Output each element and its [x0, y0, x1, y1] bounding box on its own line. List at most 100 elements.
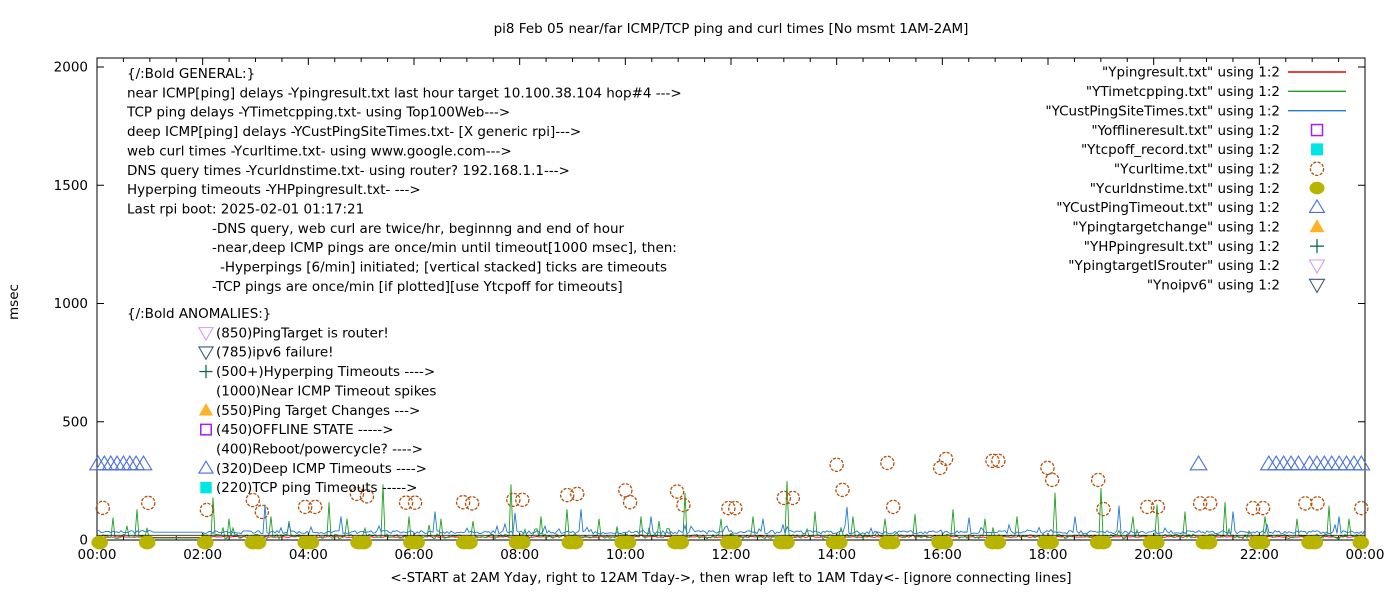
annotation-general-line: near ICMP[ping] delays -Ypingresult.txt … [127, 85, 682, 101]
legend-label: "Ypingresult.txt" using 1:2 [1102, 65, 1280, 81]
series-point-Ycurltime.txt [1298, 496, 1313, 511]
legend-label: "YCustPingTimeout.txt" using 1:2 [1056, 200, 1280, 216]
annotation-general-line: -Hyperpings [6/min] initiated; [vertical… [220, 260, 667, 276]
series-point-Ycurltime.txt [991, 453, 1006, 469]
y-tick-label: 500 [62, 414, 88, 430]
series-point-Ycurltime.txt [506, 492, 521, 508]
series-point-Ycurltime.txt [307, 499, 323, 515]
series-point-Ycurldnstime.txt [1253, 535, 1271, 550]
series-point-Ycurltime.txt [1255, 500, 1271, 516]
annotation-anomaly-marker [198, 403, 214, 416]
series-point-Ycurltime.txt [140, 495, 156, 511]
series-point-Ycurldnstime.txt [1095, 535, 1112, 550]
x-tick-label: 06:00 [395, 547, 434, 563]
legend-label: "Yofflineresult.txt" using 1:2 [1091, 123, 1280, 139]
legend-marker [1310, 123, 1324, 137]
series-point-Ycurltime.txt [785, 490, 801, 506]
plot-generated-content: 00:00 02:00 04:00 06:00 08:00 10:00 12:00 14:00… [54, 57, 1384, 563]
legend-label: "YCustPingSiteTimes.txt" using 1:2 [1045, 103, 1280, 119]
series-point-Ycurltime.txt [669, 484, 685, 499]
annotation-general-line: -near,deep ICMP pings are once/min until… [212, 240, 677, 256]
series-point-Ycurltime.txt [455, 494, 471, 510]
series-point-Ycurltime.txt [464, 496, 480, 511]
series-point-Ycurldnstime.txt [566, 535, 584, 550]
series-point-Ycurldnstime.txt [619, 535, 637, 550]
series-point-Ycurldnstime.txt [1148, 535, 1165, 550]
series-point-Ycurltime.txt [297, 499, 313, 515]
y-tick-label: 2000 [54, 60, 88, 76]
legend-label: "YpingtargetISrouter" using 1:2 [1068, 258, 1280, 274]
series-point-Ycurldnstime.txt [831, 535, 848, 550]
x-tick-label: 04:00 [289, 547, 328, 563]
x-tick-label: 02:00 [183, 547, 222, 563]
series-point-Ycurltime.txt [1090, 472, 1106, 488]
x-tick-label: 00:00 [78, 547, 117, 563]
series-point-Ycurltime.txt [829, 457, 844, 473]
series-point-Ycurldnstime.txt [302, 535, 320, 550]
legend-marker [1309, 161, 1325, 176]
series-point-Ycurltime.txt [559, 487, 575, 503]
annotation-general-line: Last rpi boot: 2025-02-01 01:17:21 [127, 201, 364, 217]
annotation-anomaly-marker [197, 346, 215, 361]
series-point-Ycurldnstime.txt [883, 535, 901, 550]
annotation-anomaly-line: {/:Bold ANOMALIES:} [127, 306, 271, 322]
annotation-anomaly-line: (850)PingTarget is router! [216, 325, 389, 341]
series-point-YCustPingTimeout.txt [134, 455, 153, 471]
series-point-Ycurltime.txt [1192, 496, 1208, 511]
legend-label: "Ycurldnstime.txt" using 1:2 [1090, 181, 1280, 197]
series-point-Ycurltime.txt [1040, 460, 1055, 476]
series-point-YCustPingTimeout.txt [1189, 455, 1208, 471]
legend-marker [1308, 259, 1326, 275]
series-point-Ycurltime.txt [515, 492, 530, 508]
series-point-Ycurldnstime.txt [778, 535, 795, 550]
series-point-Ycurltime.txt [1354, 500, 1369, 516]
y-axis-label: msec [6, 284, 22, 320]
series-point-Ycurltime.txt [95, 500, 111, 516]
legend-label: "Ytcpoff_record.txt" using 1:2 [1081, 142, 1280, 158]
annotation-general-line: {/:Bold GENERAL:} [127, 66, 255, 82]
x-tick-label: 08:00 [500, 547, 539, 563]
legend-marker [1309, 181, 1325, 195]
series-point-Ycurltime.txt [622, 494, 638, 510]
series-point-Ycurltime.txt [676, 497, 691, 513]
legend-label: "Ycurltime.txt" using 1:2 [1114, 161, 1280, 177]
series-point-Ycurltime.txt [1245, 500, 1261, 516]
series-point-Ycurltime.txt [199, 502, 215, 518]
x-tick-label: 10:00 [606, 547, 645, 563]
annotation-anomaly-line: (785)ipv6 failure! [216, 345, 334, 361]
series-point-Ycurldnstime.txt [936, 535, 954, 550]
annotation-general-line: TCP ping delays -YTimetcpping.txt- using… [126, 105, 510, 121]
series-point-YCustPingTimeout.txt [1289, 455, 1308, 471]
series-point-Ycurldnstime.txt [1352, 535, 1370, 550]
x-tick-label: 18:00 [1029, 547, 1068, 563]
annotation-anomaly-line: (400)Reboot/powercycle? ----> [216, 441, 423, 457]
x-axis-label: <-START at 2AM Yday, right to 12AM Tday-… [390, 570, 1071, 586]
x-tick-label: 14:00 [817, 547, 856, 563]
series-point-Ycurldnstime.txt [1042, 535, 1059, 550]
series-point-Ycurldnstime.txt [514, 535, 531, 550]
annotation-anomaly-marker [200, 423, 212, 436]
series-point-Ycurltime.txt [349, 486, 365, 502]
series-point-Ycurltime.txt [254, 504, 270, 520]
y-tick-label: 1000 [54, 296, 88, 312]
annotation-general-line: DNS query times -Ycurldnstime.txt- using… [127, 163, 570, 179]
chart-title: pi8 Feb 05 near/far ICMP/TCP ping and cu… [494, 21, 969, 37]
annotation-anomaly-line: (1000)Near ICMP Timeout spikes [216, 383, 436, 399]
y-tick-label: 0 [79, 533, 88, 549]
series-point-Ycurldnstime.txt [91, 535, 108, 550]
series-point-Ycurldnstime.txt [672, 535, 690, 550]
series-point-Ycurltime.txt [1310, 496, 1325, 511]
annotation-anomaly-line: (550)Ping Target Changes ---> [216, 403, 420, 419]
series-point-Ycurltime.txt [359, 488, 375, 504]
series-point-Ycurldnstime.txt [408, 535, 425, 550]
legend-marker [1309, 219, 1325, 233]
series-point-Ycurltime.txt [985, 453, 1000, 469]
series-point-Ycurldnstime.txt [1306, 535, 1324, 550]
annotation-anomaly-line: (220)TCP ping Timeouts -----> [216, 480, 418, 496]
series-point-YCustPingTimeout.txt [1352, 455, 1371, 471]
legend-label: "YTimetcpping.txt" using 1:2 [1086, 84, 1280, 100]
series-point-Ycurltime.txt [1150, 499, 1166, 515]
annotation-anomaly-marker [197, 460, 215, 474]
annotation-anomaly-marker [197, 327, 215, 342]
